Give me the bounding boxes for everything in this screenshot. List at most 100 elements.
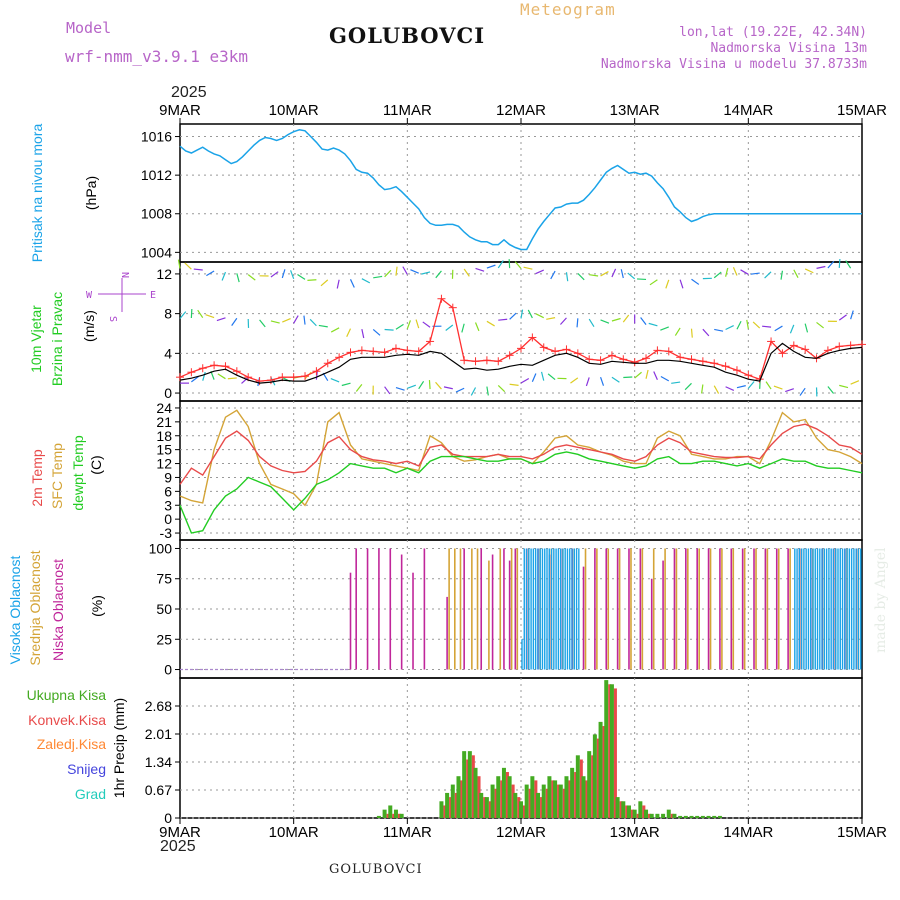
wind-arrow xyxy=(307,279,317,281)
precip-conv-bar xyxy=(648,813,652,818)
wind-arrow xyxy=(523,266,533,270)
precip-legend-item: Zaledj.Kisa xyxy=(37,736,106,752)
wind-arrow xyxy=(816,265,826,269)
wind-arrow xyxy=(346,328,352,338)
precip-conv-bar xyxy=(579,759,583,818)
wind-arrow xyxy=(789,324,795,334)
ylabel-sfc: SFC Temp xyxy=(49,443,65,509)
wind-arrow xyxy=(600,319,610,324)
wind-arrow xyxy=(349,279,355,288)
wind-arrow xyxy=(780,270,784,280)
precip-conv-bar xyxy=(494,788,498,818)
wind-arrow xyxy=(395,266,398,276)
wind-arrow xyxy=(649,279,658,286)
model-altitude-label: Nadmorska Visina u modelu 37.8733m xyxy=(600,57,867,72)
wind-arrow xyxy=(740,269,749,275)
precip-total-bar xyxy=(626,805,631,818)
precip-conv-bar xyxy=(466,759,470,818)
wind-arrow xyxy=(497,385,506,393)
wind-arrow xyxy=(622,314,630,323)
precip-total-bar xyxy=(712,815,717,818)
wind-arrow xyxy=(461,323,465,333)
precip-conv-bar xyxy=(505,772,509,818)
panel-frame xyxy=(179,123,863,263)
ylabel-high-cloud: Visoka Oblacnost xyxy=(7,556,23,665)
temp2m-line xyxy=(179,423,863,485)
compass-e: E xyxy=(150,290,156,301)
wind-arrow xyxy=(570,377,579,384)
footer-station: GOLUBOVCI xyxy=(329,862,423,877)
wind-arrow xyxy=(372,329,381,336)
precip-conv-bar xyxy=(397,813,401,818)
wind-arrow xyxy=(599,376,605,386)
xtick-bottom-label: 11MAR xyxy=(383,824,432,841)
ytick-label: 12 xyxy=(156,456,172,472)
wind-arrow xyxy=(206,270,215,277)
ytick-label: 12 xyxy=(156,266,172,282)
ytick-label: 18 xyxy=(156,428,172,444)
precip-total-bar xyxy=(666,809,671,818)
wind-arrow xyxy=(384,328,394,331)
xtick-bottom-label: 9MAR xyxy=(159,824,201,841)
precip-total-bar xyxy=(490,784,495,818)
precip-total-bar xyxy=(638,801,643,818)
wind-arrow xyxy=(535,313,544,319)
wind-arrow xyxy=(746,319,749,329)
wind-arrow xyxy=(762,325,772,328)
wind-speed-line xyxy=(179,342,863,384)
ytick-label: -3 xyxy=(160,525,173,541)
wind-arrow xyxy=(725,267,729,277)
wind-arrow xyxy=(415,319,420,329)
precip-total-bar xyxy=(484,797,489,818)
xtick-bottom-label: 14MAR xyxy=(723,824,773,841)
wind-arrow xyxy=(565,272,569,282)
xtick-top-label: 15MAR xyxy=(837,102,887,119)
wind-arrow xyxy=(443,386,453,390)
wind-arrow xyxy=(804,268,814,274)
wind-arrow xyxy=(577,273,585,281)
wind-arrow xyxy=(290,270,295,279)
wind-arrow xyxy=(355,384,363,392)
dewpt-line xyxy=(179,451,863,534)
wind-arrow xyxy=(184,262,192,270)
wind-arrow xyxy=(620,269,624,279)
ylabel-mid-cloud: Srednja Oblacnost xyxy=(27,550,43,665)
wind-arrow xyxy=(838,314,847,321)
wind-arrow xyxy=(546,317,556,320)
precip-total-bar xyxy=(632,809,637,818)
precip-conv-bar xyxy=(488,801,492,818)
wind-arrow xyxy=(547,373,556,381)
wind-arrow xyxy=(793,269,799,278)
wind-arrow xyxy=(725,386,735,391)
ytick-label: 9 xyxy=(164,469,172,485)
precip-total-bar xyxy=(513,792,518,818)
wind-arrow xyxy=(785,388,794,393)
xtick-bottom-label: 13MAR xyxy=(610,824,660,841)
wind-arrow xyxy=(816,321,824,329)
wind-arrow xyxy=(384,269,392,278)
precip-total-bar xyxy=(462,751,467,818)
wind-arrow xyxy=(373,275,383,279)
wind-arrow xyxy=(725,325,734,331)
ytick-label: 0 xyxy=(164,385,172,401)
xtick-top-label: 12MAR xyxy=(496,102,546,119)
precip-total-bar xyxy=(558,784,563,818)
ytick-label: 4 xyxy=(164,345,172,361)
wind-arrow xyxy=(747,381,755,389)
year-bottom: 2025 xyxy=(160,838,196,855)
wind-arrow xyxy=(193,268,203,271)
panel-frame xyxy=(179,677,863,819)
wind-arrow xyxy=(395,387,405,391)
precip-total-bar xyxy=(717,815,722,818)
wind-arrow xyxy=(259,319,266,328)
wind-arrow xyxy=(827,386,835,394)
wind-arrow xyxy=(191,375,199,383)
wind-arrow xyxy=(241,377,249,384)
wind-arrow xyxy=(231,317,238,326)
wind-arrow xyxy=(634,371,642,379)
ylabel-temp-unit: (C) xyxy=(88,455,104,474)
wind-arrow xyxy=(750,272,760,275)
precip-total-bar xyxy=(536,792,541,818)
wind-arrow xyxy=(732,267,738,276)
precip-total-bar xyxy=(376,815,381,818)
